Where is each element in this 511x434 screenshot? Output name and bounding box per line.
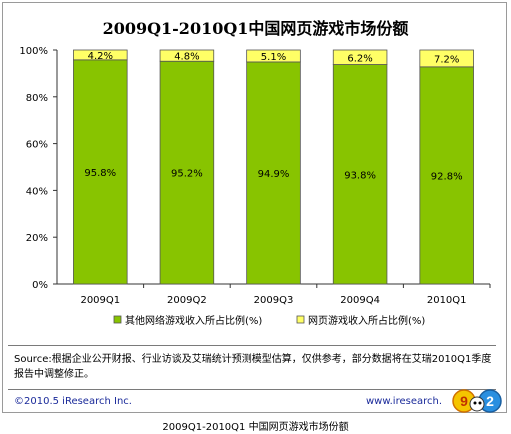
source-note: Source:根据企业公开财报、行业访谈及艾瑞统计预测模型估算，仅供参考，部分数…: [14, 354, 492, 380]
bar-other-games: [159, 60, 215, 285]
copyright-text: ©2010.5 iResearch Inc.: [14, 396, 132, 407]
bar-other-games: [246, 61, 301, 285]
x-tick-label: 2009Q1: [80, 295, 120, 306]
legend-label: 网页游戏收入所占比例(%): [308, 314, 425, 327]
data-label-webgame: 4.2%: [88, 51, 113, 62]
legend-swatch: [113, 315, 122, 324]
y-tick-label: 0%: [32, 280, 48, 291]
data-label-webgame: 7.2%: [434, 54, 459, 65]
x-tick-label: 2010Q1: [427, 295, 467, 306]
data-label-webgame: 4.8%: [174, 52, 199, 63]
y-tick-label: 40%: [26, 186, 48, 197]
divider-top: [8, 345, 496, 346]
y-tick-label: 20%: [26, 233, 48, 244]
divider-bottom: [8, 389, 496, 390]
svg-text:2: 2: [486, 393, 494, 409]
chart-title: 2009Q1-2010Q1中国网页游戏市场份额: [102, 19, 409, 38]
website-link[interactable]: www.iresearch.: [366, 396, 443, 407]
legend-swatch: [296, 315, 305, 324]
data-label-other-games: 95.2%: [171, 169, 203, 180]
svg-text:9: 9: [460, 393, 468, 409]
bar-webgame: [159, 49, 215, 62]
bar-webgame: [332, 49, 388, 65]
y-tick-label: 60%: [26, 140, 48, 151]
bar-other-games: [419, 66, 474, 285]
image-caption: 2009Q1-2010Q1 中国网页游戏市场份额: [162, 422, 349, 433]
bar-webgame: [419, 49, 474, 68]
data-label-other-games: 93.8%: [344, 170, 376, 181]
data-label-other-games: 95.8%: [84, 168, 116, 179]
data-label-webgame: 5.1%: [261, 52, 286, 63]
y-tick-label: 80%: [26, 93, 48, 104]
data-label-other-games: 94.9%: [258, 169, 290, 180]
legend-label: 其他网络游戏收入所占比例(%): [125, 314, 262, 327]
data-label-other-games: 92.8%: [431, 171, 463, 182]
x-tick-label: 2009Q4: [340, 295, 380, 306]
data-label-webgame: 6.2%: [347, 53, 372, 64]
watermark-logo: 9 2: [452, 389, 502, 413]
bar-webgame: [73, 49, 128, 61]
bar-other-games: [332, 64, 388, 285]
x-tick-label: 2009Q2: [167, 295, 207, 306]
y-tick-label: 100%: [19, 46, 48, 57]
x-tick-label: 2009Q3: [254, 295, 294, 306]
bar-webgame: [246, 49, 301, 63]
bar-other-games: [73, 59, 128, 285]
